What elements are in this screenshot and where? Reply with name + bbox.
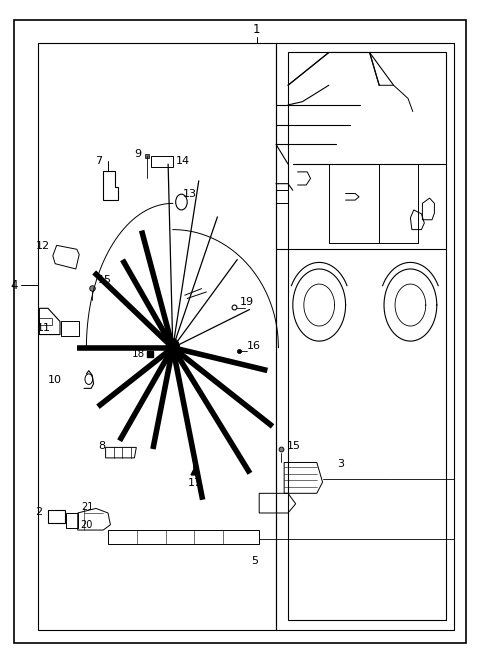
Circle shape [166,338,180,357]
Text: 15: 15 [97,275,111,285]
Text: 13: 13 [182,188,196,199]
Text: 9: 9 [134,149,142,159]
Text: 5: 5 [251,556,258,566]
Text: 14: 14 [176,155,190,166]
Text: 20: 20 [80,520,93,530]
Circle shape [174,349,181,359]
Text: 10: 10 [48,375,61,386]
Text: 21: 21 [82,502,94,512]
Text: 11: 11 [36,323,50,333]
Text: 3: 3 [337,459,344,470]
Text: 4: 4 [11,279,18,292]
Text: 18: 18 [132,349,145,359]
Text: 17: 17 [187,478,202,489]
Text: 7: 7 [95,155,102,166]
Text: 19: 19 [240,297,254,307]
Text: 16: 16 [247,340,261,351]
Text: 15: 15 [287,441,301,451]
Text: 2: 2 [35,506,42,517]
Text: 8: 8 [98,441,106,451]
Text: 1: 1 [253,23,261,36]
Text: 12: 12 [36,241,50,251]
